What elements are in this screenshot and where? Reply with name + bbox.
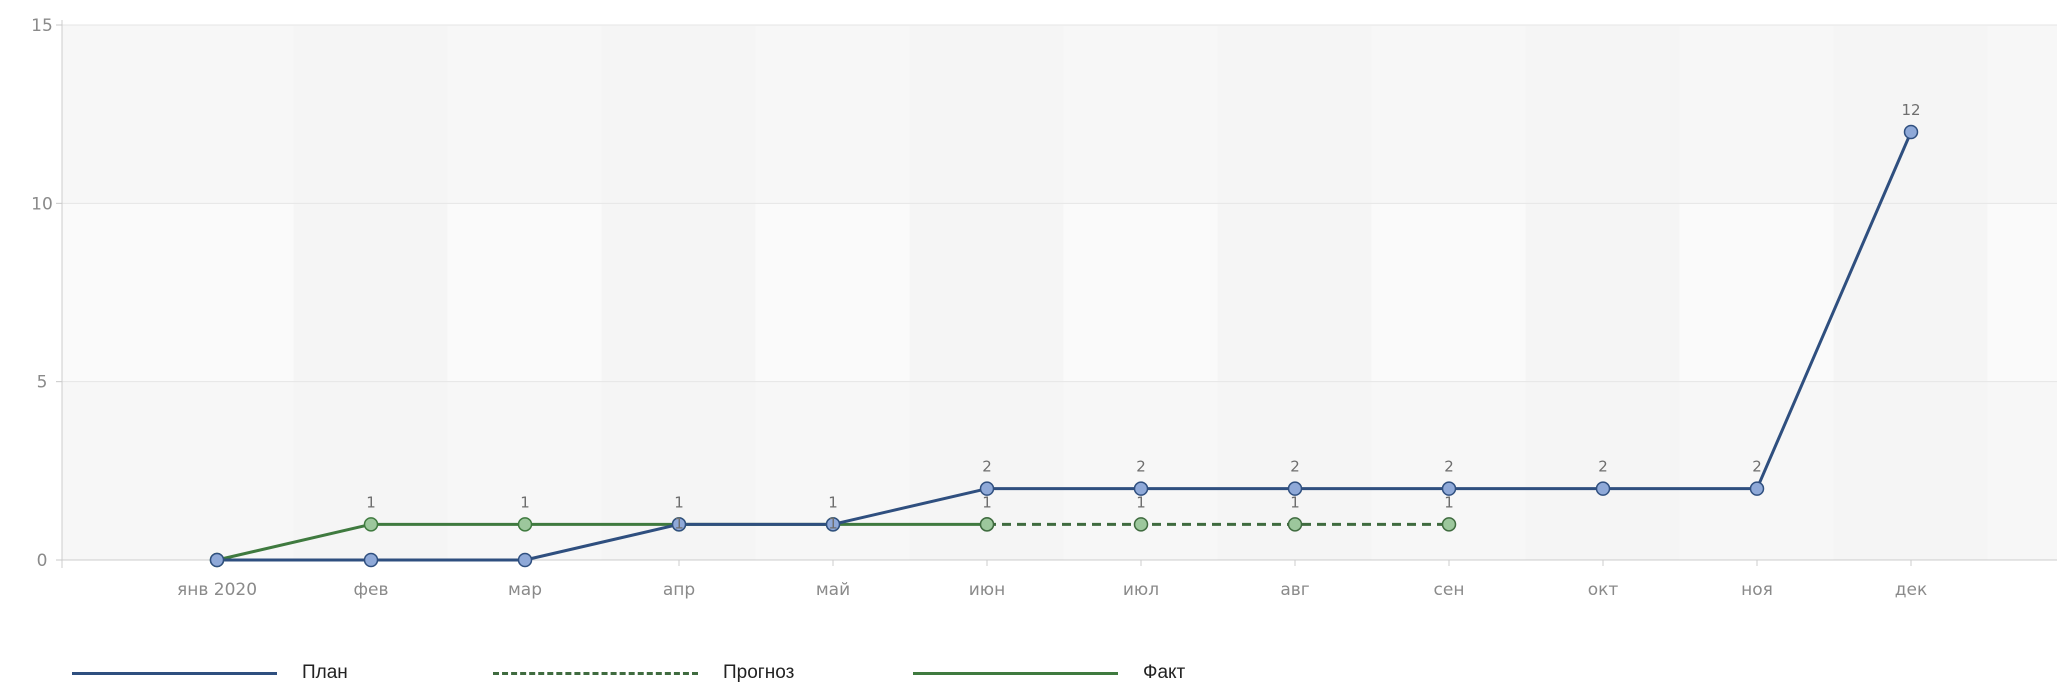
legend-label-fact: Факт xyxy=(1143,662,1186,683)
data-label: 2 xyxy=(1136,458,1146,476)
series-lines xyxy=(216,131,1913,562)
data-label: 1 xyxy=(982,493,992,511)
y-tick-label: 5 xyxy=(37,373,48,393)
data-label: 1 xyxy=(1136,493,1146,511)
legend: План Прогноз Факт xyxy=(0,662,2057,686)
data-label: 1 xyxy=(1444,493,1454,511)
line-chart: 0 5 10 15 янв 2020 фев мар апр май июн июл авг сен о… xyxy=(31,16,2057,600)
series-line-2 xyxy=(216,522,987,562)
data-label: 1 xyxy=(828,493,838,511)
data-point xyxy=(1595,481,1611,496)
legend-swatch-plan xyxy=(72,672,277,675)
data-point xyxy=(517,552,533,568)
data-label: 2 xyxy=(982,458,992,476)
legend-label-plan: План xyxy=(302,662,348,683)
data-label: 1 xyxy=(1290,493,1300,511)
data-point xyxy=(517,517,533,532)
series-markers xyxy=(209,124,1919,568)
x-axis-ticks: янв 2020 фев мар апр май июн июл авг сен окт ноя де… xyxy=(177,560,1927,600)
x-tick-label: сен xyxy=(1434,580,1465,600)
x-tick-label: июн xyxy=(969,580,1005,600)
y-axis-ticks: 0 5 10 15 xyxy=(31,16,62,571)
x-tick-label: май xyxy=(816,580,850,600)
x-tick-label: янв 2020 xyxy=(177,580,257,600)
x-tick-label: окт xyxy=(1588,580,1619,600)
data-point xyxy=(1133,517,1149,532)
plot-bands xyxy=(62,25,2057,560)
data-point xyxy=(979,517,995,532)
x-tick-label: фев xyxy=(353,580,388,600)
data-point xyxy=(1441,517,1457,532)
y-tick-label: 0 xyxy=(37,551,48,571)
data-label: 2 xyxy=(1444,458,1454,476)
y-tick-label: 10 xyxy=(31,194,53,214)
legend-label-forecast: Прогноз xyxy=(723,662,795,683)
data-point xyxy=(1133,481,1149,496)
data-label: 2 xyxy=(1598,458,1608,476)
data-label: 1 xyxy=(674,493,684,511)
series-line-0 xyxy=(217,131,1913,562)
data-point xyxy=(1749,481,1765,496)
x-tick-label: авг xyxy=(1280,580,1309,600)
data-point xyxy=(363,552,379,568)
data-point xyxy=(979,481,995,496)
y-band xyxy=(62,25,2057,204)
data-point xyxy=(1903,124,1919,140)
data-label: 2 xyxy=(1752,458,1762,476)
data-label: 2 xyxy=(1290,458,1300,476)
data-point xyxy=(1287,481,1303,496)
data-label: 1 xyxy=(674,514,684,532)
data-labels: 2 2 2 2 2 2 12 1 1 1 1 1 1 1 1 1 1 xyxy=(366,101,1920,532)
data-point xyxy=(671,517,687,532)
data-label: 1 xyxy=(520,493,530,511)
data-point xyxy=(209,552,225,568)
x-tick-label: ноя xyxy=(1741,580,1773,600)
data-point xyxy=(825,517,841,532)
data-label: 12 xyxy=(1901,101,1920,119)
y-tick-label: 15 xyxy=(31,16,53,36)
y-band xyxy=(62,381,2057,560)
data-label: 1 xyxy=(828,514,838,532)
legend-swatch-forecast xyxy=(493,672,698,675)
data-point xyxy=(1287,517,1303,532)
data-point xyxy=(363,517,379,532)
x-tick-label: мар xyxy=(508,580,542,600)
data-point xyxy=(1441,481,1457,496)
x-tick-label: июл xyxy=(1123,580,1159,600)
data-label: 1 xyxy=(366,493,376,511)
x-tick-label: апр xyxy=(663,580,695,600)
x-tick-label: дек xyxy=(1895,580,1927,600)
legend-swatch-fact xyxy=(913,672,1118,675)
